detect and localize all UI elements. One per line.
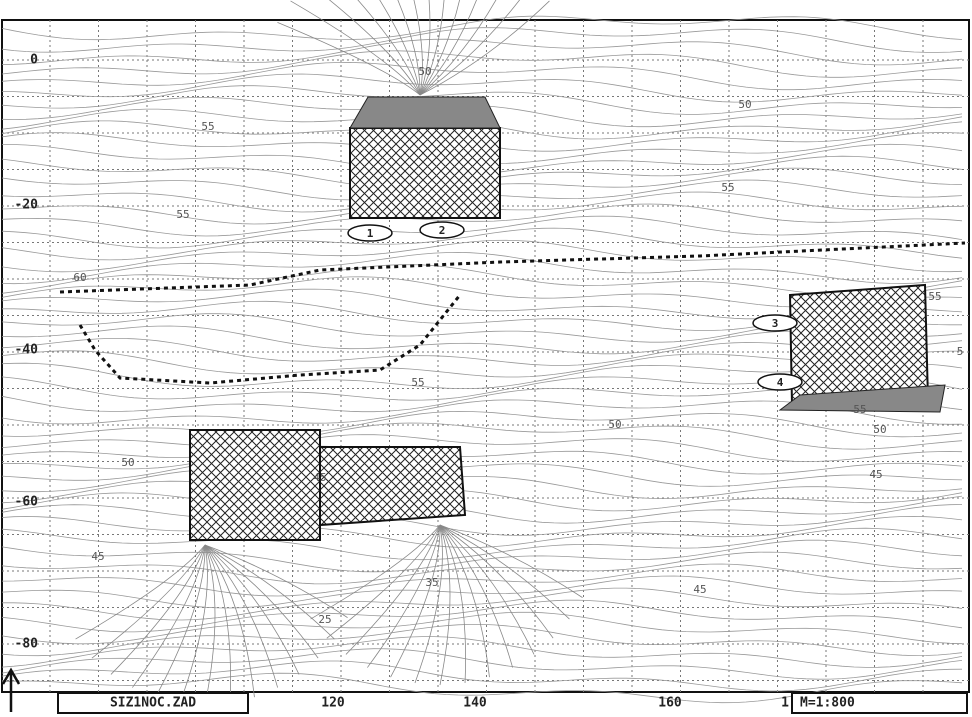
building <box>320 447 465 525</box>
y-tick-label: 0 <box>30 53 38 68</box>
contour-label: 55 <box>201 120 214 133</box>
contour-label: 55 <box>411 376 424 389</box>
building-roof <box>350 97 500 128</box>
contour-label: 55 <box>721 181 734 194</box>
y-tick-label: -20 <box>15 198 39 213</box>
receiver-label: 4 <box>777 376 784 389</box>
contour-label: 45 <box>693 583 706 596</box>
building <box>190 430 320 540</box>
contour-label: 35 <box>425 576 438 589</box>
file-name: SIZ1NOC.ZAD <box>110 696 196 711</box>
contour-label: 55 <box>176 208 189 221</box>
contour-label: 50 <box>873 423 886 436</box>
y-tick-label: -40 <box>15 343 39 358</box>
noise-map: 0 -20 -40 -60 -80 120 140 160 1 50 50 55 55 55 60 55 50 5… <box>0 0 972 717</box>
building <box>350 128 500 218</box>
x-tick-label: 140 <box>463 696 487 711</box>
x-tick-label: 120 <box>321 696 345 711</box>
contour-label: 55 <box>853 403 866 416</box>
x-tick-label: 1 <box>781 696 789 711</box>
contour-label: 25 <box>318 613 331 626</box>
receiver-label: 3 <box>772 317 779 330</box>
y-tick-label: -60 <box>15 495 39 510</box>
x-tick-label: 160 <box>658 696 682 711</box>
contour-label: 45 <box>91 550 104 563</box>
contour-label: 50 <box>608 418 621 431</box>
receiver-label: 1 <box>367 227 374 240</box>
contour-label: 50 <box>418 65 431 78</box>
contour-label: 50 <box>121 456 134 469</box>
building <box>790 285 928 405</box>
contour-label: 55 <box>928 290 941 303</box>
contour-label: 45 <box>313 471 326 484</box>
receiver-label: 2 <box>439 224 446 237</box>
contour-label: 45 <box>869 468 882 481</box>
scale: M=1:800 <box>800 696 855 711</box>
contour-label: 50 <box>738 98 751 111</box>
contour-label: 60 <box>73 271 86 284</box>
contour-label: 5 <box>957 345 964 358</box>
y-tick-label: -80 <box>15 637 39 652</box>
